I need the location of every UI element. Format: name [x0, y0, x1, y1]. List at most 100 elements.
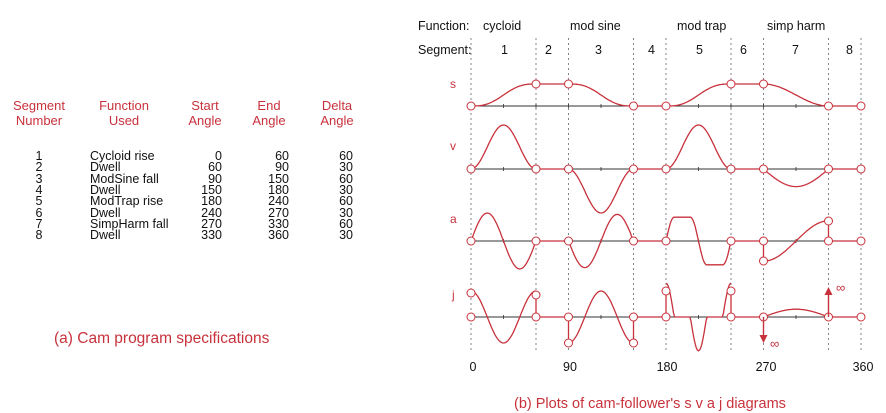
curve-a	[665, 216, 732, 266]
boundary-circle	[759, 79, 768, 89]
boundary-circle	[726, 236, 736, 246]
x-axis-tick-label: 90	[563, 360, 577, 374]
boundary-circle	[564, 236, 573, 246]
table-cell: Dwell	[90, 228, 121, 243]
function-row-label: Function:	[418, 19, 470, 33]
impulse-arrows	[759, 287, 833, 343]
table-cell: Dwell	[90, 160, 121, 175]
table-cell: 8	[35, 228, 43, 243]
boundary-circle	[466, 236, 476, 246]
function-name-mod-sine: mod sine	[570, 19, 621, 33]
function-name-cycloid: cycloid	[483, 19, 522, 33]
segment-number: 5	[696, 43, 703, 57]
table-cell: 30	[339, 228, 353, 243]
segment-number: 7	[792, 43, 799, 57]
plot-label-j: j	[452, 288, 455, 302]
curve-v	[568, 168, 634, 214]
table-cell: Dwell	[90, 205, 121, 220]
header-line: Angle	[320, 113, 354, 128]
table-cell: 90	[275, 160, 289, 175]
table-cell: 150	[268, 171, 289, 186]
boundary-circle	[564, 79, 573, 89]
table-cell: 60	[339, 216, 353, 231]
boundary-circle	[466, 312, 476, 322]
header-line: Segment	[12, 98, 66, 113]
segment-number: 2	[545, 43, 552, 57]
boundary-circle	[726, 164, 736, 174]
segment-number: 8	[846, 43, 853, 57]
boundary-circle	[726, 312, 736, 322]
table-cell: 270	[201, 216, 222, 231]
table-cell: ModSine fall	[90, 171, 159, 186]
function-name-simp-harm: simp harm	[767, 19, 826, 33]
table-cell: 6	[35, 205, 43, 220]
plot-label-s: s	[450, 77, 456, 91]
table-cell: 1	[35, 149, 43, 163]
curve-j	[568, 290, 634, 344]
boundary-circle	[564, 338, 573, 348]
boundary-circle	[824, 216, 833, 226]
table-cell: 180	[268, 182, 289, 197]
table-cell: 330	[268, 216, 289, 231]
segment-number: 4	[648, 43, 655, 57]
boundary-circle	[856, 164, 866, 174]
infinity-symbol-down: ∞	[770, 336, 780, 351]
boundary-circle	[759, 256, 768, 266]
boundary-circle	[824, 236, 833, 246]
boundary-circle	[661, 164, 671, 174]
boundary-circle	[629, 236, 638, 246]
table-cell: 5	[35, 194, 43, 209]
curve-s	[666, 83, 731, 107]
infinity-symbol-up: ∞	[836, 280, 846, 295]
col-header-segment: Segment Number	[6, 98, 72, 128]
header-line: End	[257, 98, 281, 113]
caption-b: (b) Plots of cam-follower's s v a j diag…	[514, 396, 786, 412]
boundary-circle	[726, 79, 736, 89]
header-line: Used	[108, 113, 140, 128]
header-line: Number	[15, 113, 63, 128]
curve-v	[470, 124, 537, 170]
curve-j	[665, 282, 732, 352]
col-header-function: Function Used	[82, 98, 166, 128]
table-cell: 60	[275, 149, 289, 163]
segment-number: 6	[740, 43, 747, 57]
boundary-circle	[824, 164, 833, 174]
table-cell: 0	[215, 149, 222, 163]
table-cell: 150	[201, 182, 222, 197]
caption-a: (a) Cam program specifications	[54, 330, 270, 347]
header-line: Angle	[188, 113, 222, 128]
boundary-circle	[824, 101, 833, 111]
impulse-up-head	[824, 287, 833, 295]
boundary-circles	[466, 79, 866, 348]
x-axis-tick-label: 360	[852, 360, 874, 374]
curve-j	[470, 290, 537, 344]
boundary-circle	[759, 164, 768, 174]
boundary-circle	[629, 164, 638, 174]
header-line: Delta	[321, 98, 353, 113]
boundary-circle	[531, 312, 541, 322]
boundary-circle	[629, 312, 638, 322]
curve-s	[471, 83, 536, 107]
boundary-circle	[531, 290, 541, 300]
table-cell: ModTrap rise	[90, 194, 164, 209]
boundary-circle	[661, 286, 671, 296]
col-header-start: Start Angle	[180, 98, 230, 128]
boundary-circle	[564, 312, 573, 322]
table-cell: 3	[35, 171, 43, 186]
boundary-circle	[466, 164, 476, 174]
curve-a	[763, 220, 829, 262]
segment-number: 3	[595, 43, 602, 57]
col-header-delta: Delta Angle	[312, 98, 362, 128]
plot-label-a: a	[450, 212, 457, 226]
segment-row-label: Segment:	[418, 43, 472, 57]
table-cell: 60	[208, 160, 222, 175]
x-axis-tick-label: 270	[755, 360, 777, 374]
impulse-down-head	[759, 335, 768, 343]
table-cell: 2	[35, 160, 43, 175]
curve-s	[568, 83, 634, 107]
boundary-circle	[531, 236, 541, 246]
boundary-circle	[531, 79, 541, 89]
boundary-circle	[856, 236, 866, 246]
boundary-circle	[856, 101, 866, 111]
